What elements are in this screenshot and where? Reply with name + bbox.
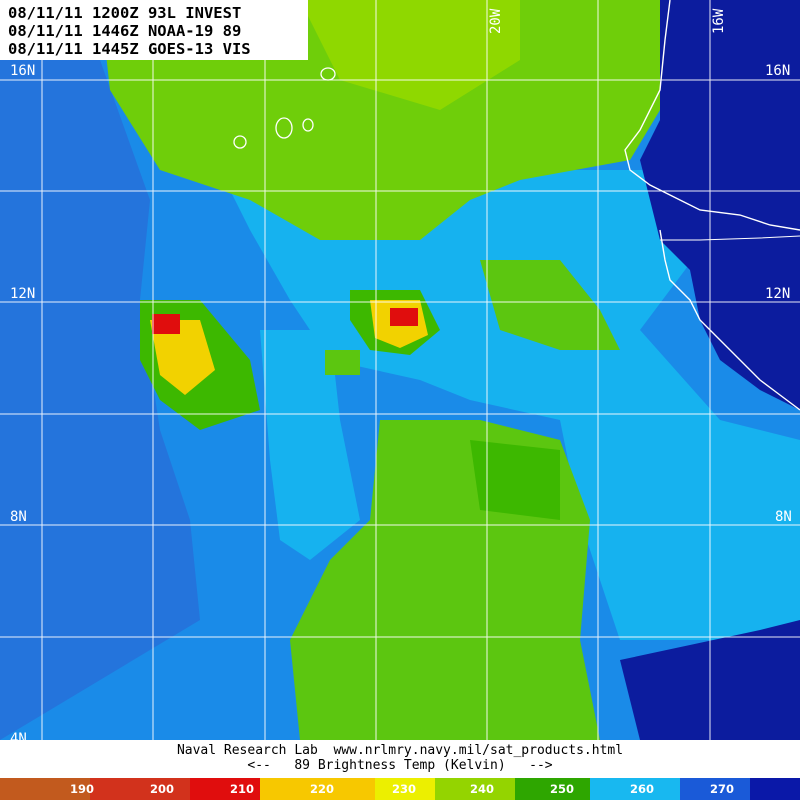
colorbar-tick-250: 250 (550, 782, 575, 796)
colorbar-tick-210: 210 (230, 782, 255, 796)
border-line (660, 235, 800, 241)
lon-label-16w: 16W (711, 8, 727, 34)
lat-lon-grid (0, 0, 800, 740)
colorbar-segment (750, 778, 800, 800)
colorbar-segment (435, 778, 515, 800)
cyan-region-mid (260, 330, 360, 560)
lat-label-4n-left: 4N (10, 731, 27, 740)
lat-label-16n-left: 16N (10, 63, 36, 79)
credits-panel: Naval Research Lab www.nrlmry.navy.mil/s… (0, 740, 800, 778)
colorbar-tick-220: 220 (310, 782, 335, 796)
credit-product: <-- 89 Brightness Temp (Kelvin) --> (247, 758, 553, 773)
blue-region-west (0, 60, 200, 740)
lat-label-12n-right: 12N (765, 286, 791, 302)
coastline-north (624, 0, 800, 231)
lat-label-8n-left: 8N (10, 509, 27, 525)
island-outline-3 (233, 135, 247, 149)
colorbar-segment (190, 778, 260, 800)
info-line-storm: 08/11/11 1200Z 93L INVEST (8, 4, 242, 22)
info-line-vis: 08/11/11 1445Z GOES-13 VIS (8, 40, 251, 58)
colorbar-tick-200: 200 (150, 782, 175, 796)
colorbar-tick-240: 240 (470, 782, 495, 796)
colorbar-segment (260, 778, 375, 800)
colorbar-tick-260: 260 (630, 782, 655, 796)
green-spot-small (325, 350, 360, 375)
credit-nrl: Naval Research Lab www.nrlmry.navy.mil/s… (176, 743, 624, 758)
island-outline-1 (275, 117, 293, 139)
lat-label-16n-right: 16N (765, 63, 791, 79)
colorbar-segment (0, 778, 90, 800)
colorbar-segment (375, 778, 435, 800)
convective-cell-central-core (390, 308, 418, 326)
colorbar-segment (515, 778, 590, 800)
colorbar: 190 200 210 220 230 240 250 260 270 (0, 778, 800, 800)
island-outline-2 (302, 118, 314, 132)
colorbar-tick-270: 270 (710, 782, 735, 796)
lat-label-8n-right: 8N (775, 509, 792, 525)
info-line-sensor: 08/11/11 1446Z NOAA-19 89 (8, 22, 242, 40)
satellite-map: 16N 16N 12N 12N 8N 8N 4N 20W 16W (0, 0, 800, 740)
cyan-region-center (220, 170, 800, 640)
green-cloud-south-core (470, 440, 560, 520)
colorbar-segment (90, 778, 190, 800)
lon-label-20w: 20W (488, 8, 504, 34)
green-cloud-north-core (300, 0, 520, 110)
convective-cell-west-core (152, 314, 180, 334)
colorbar-segment (680, 778, 750, 800)
colorbar-tick-230: 230 (392, 782, 417, 796)
lat-label-12n-left: 12N (10, 286, 36, 302)
deep-blue-land (640, 0, 800, 410)
brightness-temperature-image (0, 0, 800, 740)
convective-cell-west-yellow (150, 320, 215, 395)
colorbar-segment (590, 778, 680, 800)
info-box: 08/11/11 1200Z 93L INVEST 08/11/11 1446Z… (0, 0, 308, 60)
colorbar-tick-190: 190 (70, 782, 95, 796)
green-patch-east (480, 260, 620, 350)
